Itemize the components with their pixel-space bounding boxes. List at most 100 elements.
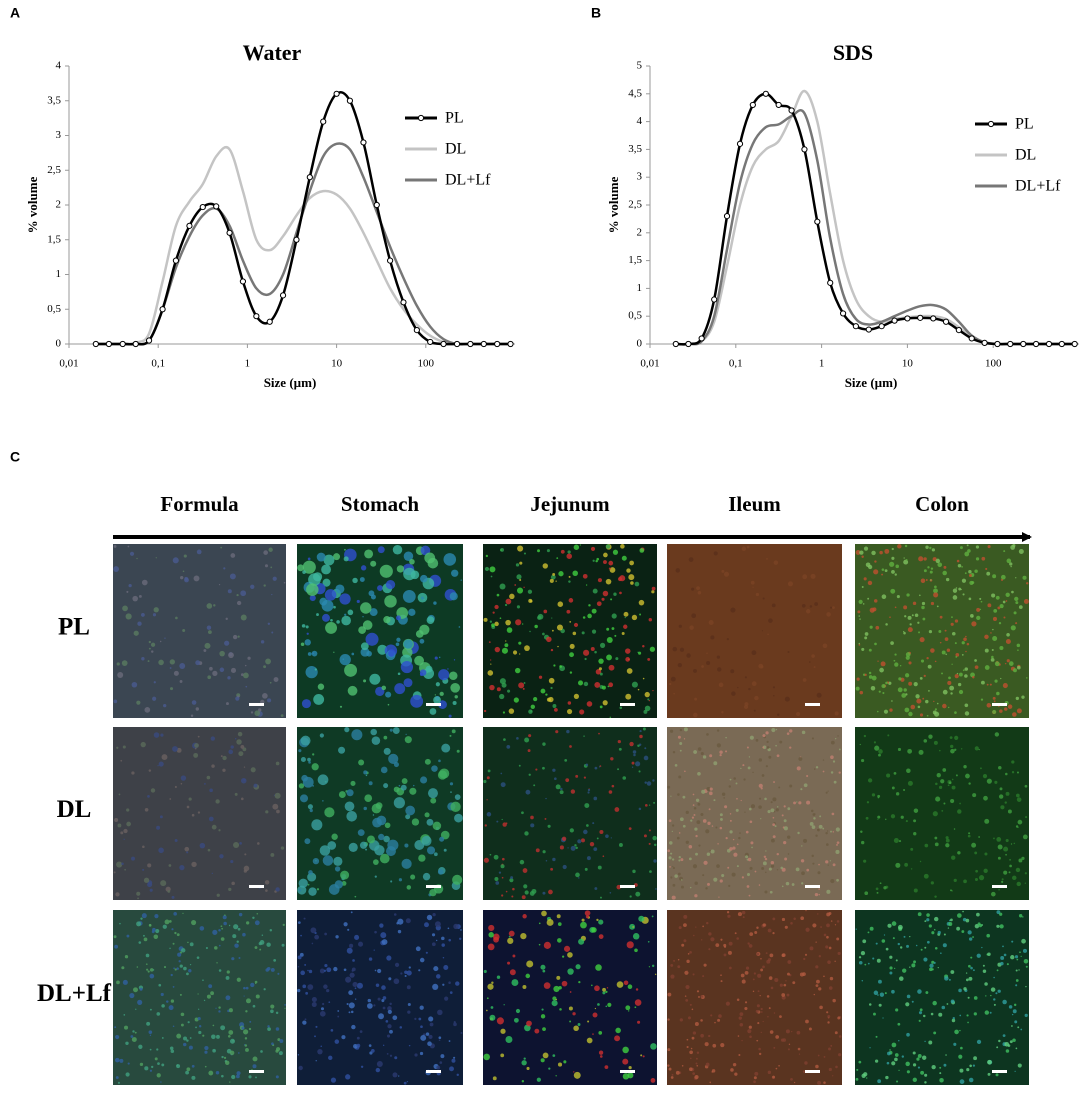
micrograph-dot	[235, 696, 240, 701]
micrograph-dot	[125, 1072, 130, 1077]
micrograph-dot	[177, 952, 182, 957]
micrograph-dot	[674, 764, 678, 767]
micrograph-dot	[606, 637, 613, 643]
micrograph-dot	[948, 676, 951, 680]
micrograph-dot	[609, 567, 616, 573]
micrograph-bg	[855, 544, 1029, 718]
micrograph-dot	[768, 976, 773, 980]
micrograph-dot	[605, 834, 609, 838]
micrograph-dot	[375, 983, 380, 987]
micrograph-dot	[1015, 825, 1019, 828]
micrograph-dot	[861, 586, 864, 588]
micrograph-dot	[584, 803, 590, 808]
micrograph-dot	[399, 1026, 403, 1029]
micrograph-dot	[218, 929, 221, 932]
micrograph-dot	[546, 636, 552, 643]
micrograph-dot	[123, 1014, 126, 1016]
micrograph-dot	[907, 748, 913, 754]
data-point	[145, 337, 153, 344]
micrograph-dot	[950, 889, 952, 892]
data-point	[930, 315, 937, 322]
micrograph-dot	[221, 1074, 224, 1078]
micrograph-dot	[818, 955, 821, 958]
micrograph-dot	[903, 559, 909, 565]
data-point	[226, 229, 233, 236]
micrograph-dot	[679, 749, 682, 752]
micrograph-dot	[815, 766, 819, 769]
micrograph-dot	[934, 842, 939, 847]
micrograph-dot	[678, 832, 681, 834]
micrograph-dot	[996, 1046, 999, 1049]
micrograph-dot	[987, 952, 991, 956]
micrograph-dot	[909, 623, 912, 626]
micrograph-dot	[861, 1073, 866, 1078]
micrograph-dot	[1014, 1070, 1016, 1072]
micrograph-dot	[120, 831, 124, 835]
micrograph-dot	[622, 1058, 629, 1065]
micrograph-dot	[674, 874, 678, 878]
micrograph-dot	[858, 960, 863, 965]
micrograph-dot	[968, 976, 973, 981]
micrograph-dot	[409, 787, 417, 795]
micrograph-dot	[592, 1033, 594, 1035]
micrograph-dot	[324, 932, 327, 936]
micrograph-dot	[307, 984, 314, 991]
column-label: Colon	[915, 492, 969, 516]
micrograph-dot	[396, 565, 405, 573]
micrograph-dot	[569, 828, 574, 833]
x-tick-label: 0,01	[640, 358, 659, 370]
micrograph-dot	[356, 1043, 361, 1048]
micrograph-dot	[1021, 695, 1025, 699]
micrograph-dot	[186, 1039, 189, 1042]
micrograph-dot	[486, 776, 490, 780]
micrograph-dot	[186, 972, 189, 976]
micrograph-dot	[762, 1020, 764, 1023]
micrograph-dot	[356, 982, 363, 989]
micrograph-dot	[690, 1047, 693, 1050]
micrograph-dot	[229, 1081, 231, 1083]
micrograph-dot	[776, 806, 779, 808]
data-point	[400, 299, 407, 306]
micrograph-dot	[774, 977, 779, 983]
micrograph-dot	[999, 645, 1004, 651]
micrograph-dot	[724, 805, 728, 809]
micrograph-dot	[993, 837, 995, 840]
micrograph-dot	[830, 878, 835, 884]
micrograph-dot	[142, 845, 145, 849]
micrograph-dot	[586, 856, 591, 861]
micrograph-dot	[864, 891, 869, 896]
micrograph-dot	[924, 920, 927, 923]
micrograph-dot	[971, 621, 977, 627]
micrograph-dot	[793, 801, 796, 805]
micrograph-dot	[769, 953, 774, 958]
micrograph-dot	[500, 1053, 505, 1058]
micrograph-dot	[322, 800, 324, 802]
micrograph-dot	[754, 695, 759, 701]
micrograph-dot	[954, 711, 957, 714]
micrograph-dot	[263, 988, 266, 991]
micrograph-dot	[607, 685, 610, 688]
micrograph-dot	[744, 1001, 748, 1004]
micrograph-dot	[986, 933, 991, 938]
micrograph-dot	[454, 695, 458, 699]
micrograph-dot	[873, 990, 879, 996]
micrograph-dot	[176, 747, 182, 753]
micrograph-dot	[218, 1006, 221, 1009]
micrograph-dot	[599, 1055, 603, 1058]
micrograph-dot	[187, 1021, 190, 1024]
micrograph-dot	[323, 554, 335, 566]
micrograph-dot	[918, 1019, 921, 1022]
micrograph-dot	[243, 766, 246, 768]
micrograph-dot	[1025, 965, 1028, 968]
micrograph-dot	[813, 666, 816, 669]
micrograph-dot	[147, 863, 152, 868]
micrograph-dot	[589, 841, 595, 847]
micrograph-dot	[433, 601, 437, 605]
micrograph-dot	[526, 1066, 530, 1070]
micrograph-dot	[379, 923, 384, 928]
micrograph-dot	[706, 852, 711, 856]
micrograph-dot	[327, 841, 337, 850]
micrograph-dot	[559, 790, 564, 795]
micrograph-dot	[275, 761, 280, 766]
micrograph-dot	[208, 984, 213, 989]
